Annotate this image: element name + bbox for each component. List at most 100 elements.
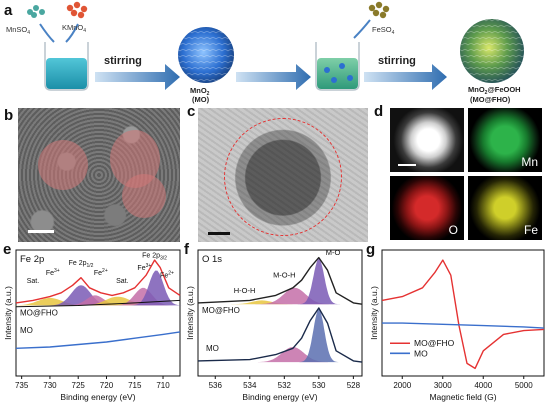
panel-label-d: d [374,103,384,120]
reagent1-label: MnSO4 [6,25,30,36]
tem-image [198,108,368,242]
reagent2-label: KMnO4 [62,23,86,34]
chart-g: 2000 3000 4000 5000 Magnetic field (G) Intens… [369,249,545,402]
x-tick-label: 4000 [474,381,492,390]
fit-component-5 [105,287,181,306]
x-tick-label: 730 [43,381,57,390]
product2-formula: MnO2@FeOOH [468,85,521,96]
x-tick-label: 536 [209,381,223,390]
o-map-label: O [448,223,458,237]
panel-label-e: e [3,241,12,258]
series-line-1 [381,259,545,370]
add-arrow-icon [39,23,55,43]
series-label-2: MO [206,344,219,353]
series-line-2 [197,307,363,363]
process-arrow-1-icon [95,64,180,90]
x-axis-label: Binding energy (eV) [242,392,317,402]
haadf-image [390,108,464,172]
product1-abbr: (MO) [192,95,210,104]
process-arrow-3-icon [364,64,447,90]
kmno4-particles-icon [66,1,88,19]
series-line-2 [382,322,545,329]
panel-label-g: g [366,241,376,258]
x-tick-label: 532 [278,381,292,390]
plot-frame [15,249,181,377]
panel-label-c: c [187,103,196,120]
scale-bar [398,164,416,166]
scale-bar [208,232,230,235]
product2-abbr: (MO@FHO) [470,95,511,104]
x-tick-label: 720 [100,381,114,390]
o-map: O [390,176,464,240]
panel-label-b: b [4,107,14,124]
chart-title: O 1s [202,254,222,265]
peak-annotation-2: Fe3+ [46,268,60,277]
process-arrow-2-icon [236,64,311,90]
peak-annotation-1: Sat. [27,278,40,285]
series-label-1: MO@FHO [20,309,58,318]
plot-frame [381,249,545,377]
reagent3-label: FeSO4 [372,25,395,36]
y-axis-label: Intensity (a.u.) [185,286,195,340]
fit-component-1 [0,297,101,306]
x-axis-label: Binding energy (eV) [60,392,135,402]
fit-component-6 [125,270,184,306]
particle-outline [224,118,342,236]
peak-annotation-moh: M-O-H [273,271,296,280]
peak-annotation-mo: M-O [326,248,341,257]
fit-component-2 [40,285,122,306]
x-axis-label: Magnetic field (G) [429,392,496,402]
peak-annotation-7: Fe 2p3/2 [142,253,167,262]
mno2-feooh-sphere-icon [460,19,524,83]
y-axis-label: Intensity (a.u.) [3,286,13,340]
x-tick-label: 530 [312,381,326,390]
fit-component-3 [57,295,133,306]
synthesis-scheme: MnSO4 KMnO4 stirring MnO2 (MO) FeSO4 sti… [6,1,524,104]
mn-map-label: Mn [521,155,538,169]
x-tick-label: 528 [347,381,361,390]
step1-label: stirring [104,55,142,67]
add-arrow-icon [65,23,79,43]
x-tick-label: 5000 [515,381,533,390]
x-tick-label: 725 [72,381,86,390]
y-axis-label: Intensity (a.u.) [369,286,379,340]
fit-hoh-1 [220,300,304,305]
fe-map-label: Fe [523,223,538,237]
x-tick-label: 715 [128,381,142,390]
plot-frame [197,249,363,377]
peak-annotation-3: Fe 2p1/2 [69,260,94,269]
x-tick-label: 3000 [434,381,452,390]
fit-moh-1 [248,287,342,305]
highlighted-particle-1 [38,140,88,190]
add-arrow-icon [353,19,371,39]
series-line-1 [15,259,181,304]
step2-label: stirring [378,55,416,67]
x-tick-label: 710 [156,381,170,390]
series-label-1: MO@FHO [202,306,240,315]
series-label-2: MO [20,326,33,335]
peak-annotation-5: Sat. [116,278,129,285]
beaker-1-icon [44,42,89,91]
background-line [15,299,181,308]
fe-map: Fe [468,176,542,240]
series-line-2 [15,331,181,349]
chart-f: 536 534 532 530 528 Binding energy (eV) Intens… [185,248,363,402]
highlighted-particle-3 [122,174,166,218]
feso4-particles-icon [368,1,390,19]
series-line-1 [197,256,363,305]
fit-mo-2 [295,309,343,363]
x-tick-label: 534 [243,381,257,390]
scale-bar [28,230,54,233]
panel-label-a: a [4,2,13,19]
mno2-sphere-icon [178,27,234,83]
peak-annotation-6: Fe3+ [137,263,151,272]
panel-label-f: f [184,241,189,258]
x-tick-label: 2000 [393,381,411,390]
legend-label-1: MO@FHO [414,338,455,348]
fit-moh-2 [246,347,340,363]
mn-map: Mn [468,108,542,172]
chart-title: Fe 2p [20,254,44,265]
x-tick-label: 735 [15,381,29,390]
product1-formula: MnO2 [190,86,210,97]
peak-annotation-hoh: H-O-H [234,286,256,295]
